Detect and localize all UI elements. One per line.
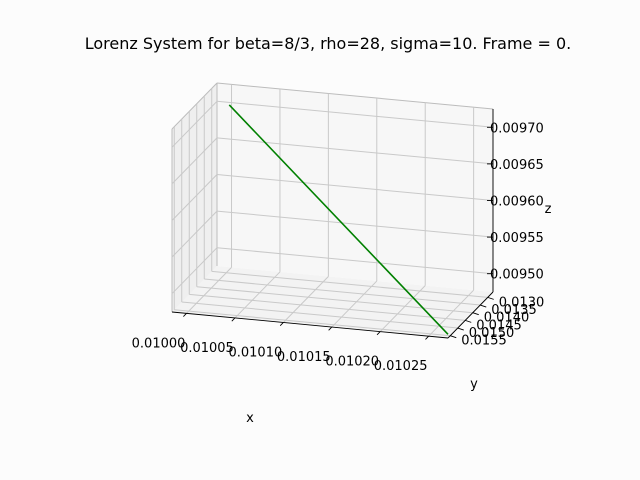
series-line <box>228 104 449 335</box>
x-axis-label: x <box>246 411 254 426</box>
series-layer <box>228 104 449 335</box>
chart-title: Lorenz System for beta=8/3, rho=28, sigm… <box>85 34 571 53</box>
x-tick-mark <box>376 331 381 336</box>
y-gridline <box>189 293 466 321</box>
x-tick-label: 0.01010 <box>228 345 282 360</box>
y-tick-label: 0.0155 <box>461 334 507 349</box>
z-tick-label: 0.00950 <box>490 268 544 283</box>
x-gridline <box>186 267 232 314</box>
z-gridline <box>216 137 494 165</box>
y-tick-mark <box>465 319 472 323</box>
y-gridline <box>204 278 481 306</box>
x-gridline <box>283 276 329 323</box>
x-tick-mark <box>279 322 284 327</box>
x-gridline <box>428 289 474 337</box>
z-gridline <box>171 137 218 185</box>
x-gridline <box>234 271 281 319</box>
x-tick-label: 0.01005 <box>180 341 234 356</box>
z-gridline <box>216 100 494 128</box>
y-tick-label: 0.0130 <box>499 295 545 310</box>
x-tick-label: 0.01025 <box>374 359 428 374</box>
y-gridline <box>181 301 458 329</box>
x-gridline <box>331 280 378 328</box>
z-axis-label: z <box>545 202 552 217</box>
y-tick-mark <box>480 304 487 308</box>
y-tick-mark <box>487 296 494 300</box>
x-tick-mark <box>328 326 333 331</box>
y-gridline <box>196 286 473 314</box>
y-gridline <box>174 309 451 337</box>
z-gridline <box>171 100 218 148</box>
z-gridline <box>171 210 218 258</box>
x-tick-mark <box>425 335 429 340</box>
y-tick-label: 0.0145 <box>476 318 522 333</box>
z-tick-label: 0.00960 <box>490 195 544 210</box>
z-tick-label: 0.00965 <box>490 158 544 173</box>
z-gridline <box>171 247 218 295</box>
y-tick-mark <box>450 335 457 339</box>
y-tick-label: 0.0140 <box>484 311 530 326</box>
pane-edge <box>216 82 494 110</box>
x-axis-line <box>171 311 449 339</box>
z-gridline <box>216 174 494 201</box>
y-axis-label: y <box>470 377 478 392</box>
x-gridline <box>379 285 426 332</box>
grid-lines <box>171 84 494 337</box>
z-gridline <box>171 174 218 221</box>
x-tick-mark <box>231 317 236 322</box>
pane-edge <box>171 82 218 130</box>
x-tick-label: 0.01000 <box>132 336 186 351</box>
z-gridline <box>216 247 494 275</box>
y-tick-mark <box>457 327 464 331</box>
y-tick-mark <box>472 312 479 316</box>
z-gridline <box>216 210 494 238</box>
z-tick-label: 0.00955 <box>490 231 544 246</box>
y-gridline <box>211 270 488 298</box>
axes: 0.010000.010050.010100.010150.010200.010… <box>132 109 545 374</box>
y-tick-label: 0.0150 <box>469 326 515 341</box>
y-axis-line <box>447 291 494 339</box>
z-tick-label: 0.00970 <box>490 121 544 136</box>
y-tick-label: 0.0135 <box>491 303 537 318</box>
x-tick-label: 0.01020 <box>325 355 379 370</box>
x-tick-mark <box>183 313 187 317</box>
x-tick-label: 0.01015 <box>277 350 331 365</box>
